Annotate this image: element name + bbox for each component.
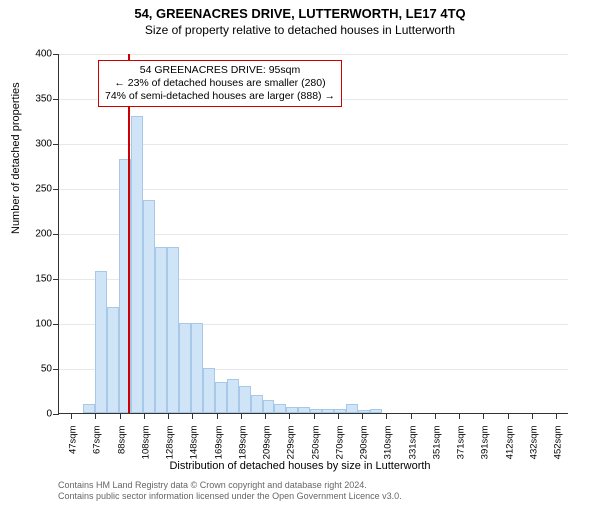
x-tick <box>265 413 266 419</box>
histogram-bar <box>239 386 251 413</box>
histogram-bar <box>227 379 239 413</box>
y-tick-label: 0 <box>46 409 52 420</box>
y-tick-label: 200 <box>35 229 52 240</box>
histogram-bar <box>310 409 322 414</box>
y-tick-label: 100 <box>35 319 52 330</box>
x-tick <box>386 413 387 419</box>
footer-attribution: Contains HM Land Registry data © Crown c… <box>58 480 402 502</box>
annotation-line-3: 74% of semi-detached houses are larger (… <box>105 90 335 103</box>
y-tick-label: 400 <box>35 49 52 60</box>
x-tick <box>556 413 557 419</box>
y-tick-label: 350 <box>35 94 52 105</box>
histogram-bar <box>179 323 191 413</box>
histogram-bar <box>334 409 346 413</box>
y-tick <box>53 279 59 280</box>
page-subtitle: Size of property relative to detached ho… <box>0 23 600 37</box>
reference-line <box>128 54 130 413</box>
histogram-bar <box>203 368 215 413</box>
x-tick <box>314 413 315 419</box>
y-tick-label: 50 <box>41 364 52 375</box>
y-tick <box>53 99 59 100</box>
x-tick <box>95 413 96 419</box>
x-tick <box>483 413 484 419</box>
x-tick <box>192 413 193 419</box>
chart-area: 05010015020025030035040047sqm67sqm88sqm1… <box>58 54 568 414</box>
page-title: 54, GREENACRES DRIVE, LUTTERWORTH, LE17 … <box>0 6 600 21</box>
x-tick <box>459 413 460 419</box>
histogram-bar <box>298 407 310 413</box>
y-tick <box>53 54 59 55</box>
footer-line-1: Contains HM Land Registry data © Crown c… <box>58 480 402 491</box>
gridline <box>59 54 568 55</box>
y-tick-label: 150 <box>35 274 52 285</box>
y-axis-title: Number of detached properties <box>10 82 22 234</box>
y-tick-label: 300 <box>35 139 52 150</box>
x-tick <box>120 413 121 419</box>
x-tick <box>71 413 72 419</box>
x-tick <box>289 413 290 419</box>
annotation-line-2: ← 23% of detached houses are smaller (28… <box>105 77 335 90</box>
histogram-bar <box>322 409 334 413</box>
y-tick <box>53 414 59 415</box>
x-tick <box>508 413 509 419</box>
histogram-bar <box>83 404 95 413</box>
x-tick <box>411 413 412 419</box>
x-tick <box>435 413 436 419</box>
x-tick <box>532 413 533 419</box>
histogram-bar <box>107 307 119 413</box>
histogram-bar <box>143 200 155 413</box>
histogram-bar <box>346 404 358 413</box>
x-tick <box>144 413 145 419</box>
histogram-plot: 05010015020025030035040047sqm67sqm88sqm1… <box>58 54 568 414</box>
x-tick <box>362 413 363 419</box>
x-tick <box>217 413 218 419</box>
y-tick <box>53 324 59 325</box>
x-tick <box>168 413 169 419</box>
x-tick <box>241 413 242 419</box>
histogram-bar <box>95 271 107 413</box>
y-tick-label: 250 <box>35 184 52 195</box>
histogram-bar <box>263 400 275 414</box>
x-axis-title: Distribution of detached houses by size … <box>0 460 600 472</box>
y-tick <box>53 144 59 145</box>
annotation-line-1: 54 GREENACRES DRIVE: 95sqm <box>105 64 335 77</box>
histogram-bar <box>215 382 227 414</box>
histogram-bar <box>274 404 286 413</box>
y-tick <box>53 369 59 370</box>
histogram-bar <box>167 247 179 414</box>
annotation-box: 54 GREENACRES DRIVE: 95sqm ← 23% of deta… <box>98 60 342 107</box>
histogram-bar <box>358 410 370 413</box>
histogram-bar <box>191 323 203 413</box>
histogram-bar <box>131 116 143 413</box>
histogram-bar <box>251 395 263 413</box>
y-tick <box>53 189 59 190</box>
histogram-bar <box>155 247 167 414</box>
footer-line-2: Contains public sector information licen… <box>58 491 402 502</box>
histogram-bar <box>370 409 382 413</box>
y-tick <box>53 234 59 235</box>
x-tick <box>338 413 339 419</box>
